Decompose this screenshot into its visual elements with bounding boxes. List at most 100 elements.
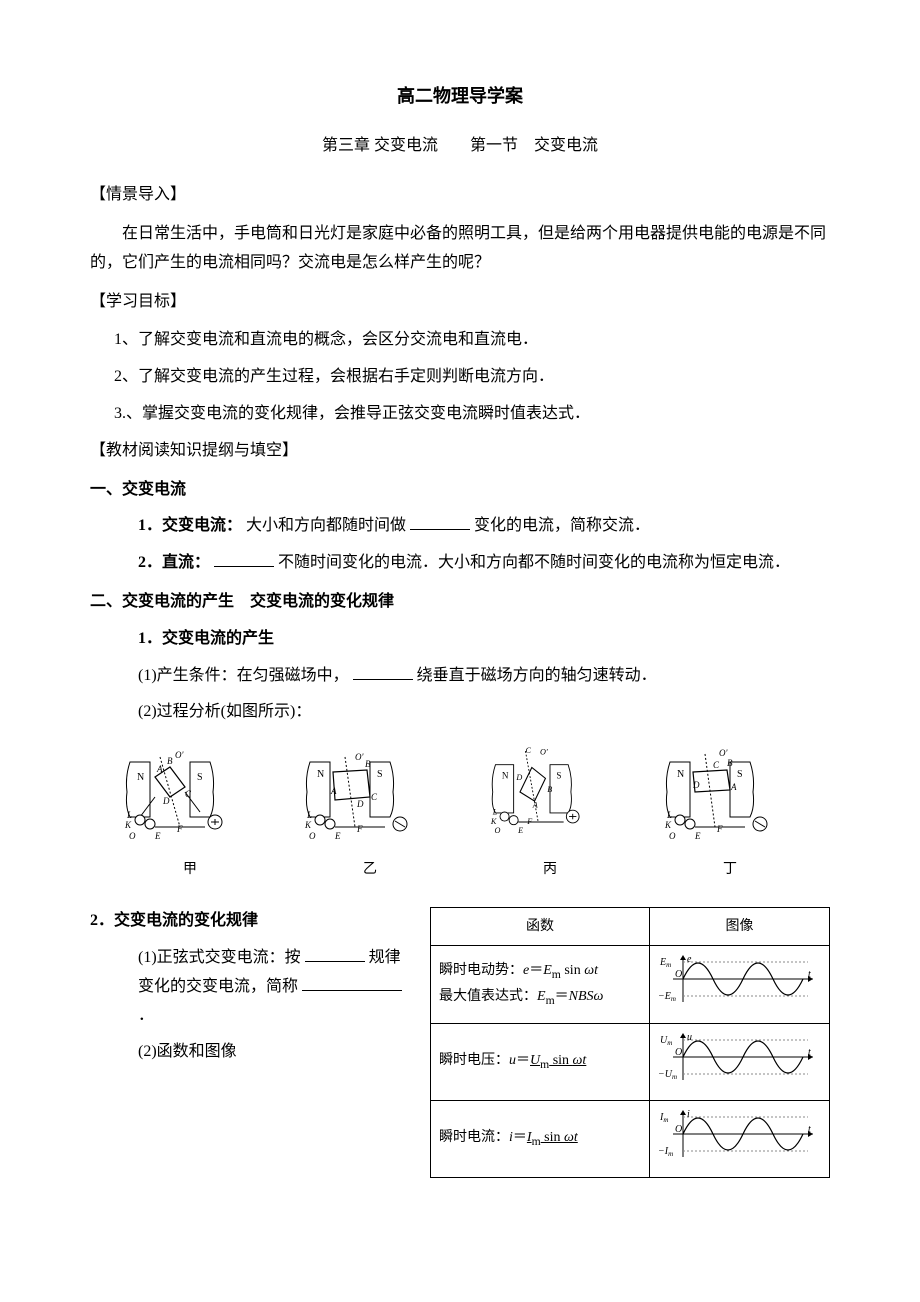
svg-text:O: O <box>675 1124 682 1135</box>
label-yi: 乙 <box>295 857 445 882</box>
svg-text:O': O' <box>175 750 184 760</box>
table-row: 瞬时电动势：e＝Em sin ωt 最大值表达式：Em＝NBSω Em −Em … <box>431 946 830 1023</box>
svg-text:E: E <box>154 831 161 841</box>
section2-item1: (1)产生条件：在匀强磁场中， 绕垂直于磁场方向的轴匀速转动． <box>90 662 830 691</box>
svg-text:D: D <box>356 799 364 809</box>
label-jia: 甲 <box>115 857 265 882</box>
svg-text:Um: Um <box>660 1035 672 1047</box>
svg-text:C: C <box>713 760 720 770</box>
svg-text:L: L <box>306 810 312 820</box>
svg-text:t: t <box>808 1047 811 1058</box>
svg-text:Em: Em <box>659 957 671 969</box>
blank-5 <box>302 975 402 991</box>
section2-sub2: 2．交变电流的变化规律 <box>90 907 415 936</box>
svg-text:L: L <box>666 810 672 820</box>
svg-text:t: t <box>808 969 811 980</box>
svg-text:B: B <box>365 759 371 769</box>
label-bing: 丙 <box>475 857 625 882</box>
svg-text:A: A <box>156 764 163 774</box>
svg-text:F: F <box>716 824 723 834</box>
svg-text:L: L <box>492 808 498 817</box>
svg-text:O: O <box>495 826 501 835</box>
svg-text:t: t <box>808 1124 811 1135</box>
svg-text:−Um: −Um <box>658 1069 677 1081</box>
item1-text-b: 变化的电流，简称交流． <box>474 517 650 534</box>
goal-2: 2、了解交变电流的产生过程，会根据右手定则判断电流方向． <box>90 363 830 392</box>
label-ding: 丁 <box>655 857 805 882</box>
section1-title: 一、交变电流 <box>90 476 830 505</box>
diagram-bing: N S O' C D B A L K O E F 丙 <box>475 742 625 882</box>
svg-text:S: S <box>197 772 203 783</box>
svg-text:D: D <box>162 796 170 806</box>
header-graph: 图像 <box>650 908 830 946</box>
reading-header: 【教材阅读知识提纲与填空】 <box>90 437 830 466</box>
svg-text:S: S <box>556 771 561 781</box>
table-header-row: 函数 图像 <box>431 908 830 946</box>
svg-text:L: L <box>126 810 132 820</box>
svg-text:O: O <box>675 1047 682 1058</box>
diagram-jia: N S O' A B C D L K O E F 甲 <box>115 742 265 882</box>
svg-text:O: O <box>669 831 676 841</box>
svg-text:−Em: −Em <box>658 991 676 1003</box>
generator-diagram-4: N S O' C B D A L K O E F <box>655 742 805 842</box>
svg-text:O: O <box>129 831 136 841</box>
svg-text:O': O' <box>719 748 728 758</box>
rule1-a: (1)正弦式交变电流：按 <box>138 949 301 966</box>
diagram-row: N S O' A B C D L K O E F 甲 <box>90 742 830 882</box>
goal-3: 3.、掌握交变电流的变化规律，会推导正弦交变电流瞬时值表达式． <box>90 400 830 429</box>
rule1: (1)正弦式交变电流：按 规律变化的交变电流，简称 ． <box>90 944 415 1030</box>
item2-text-a: 不随时间变化的电流．大小和方向都不随时间变化的电流称为恒定电流． <box>278 554 790 571</box>
blank-4 <box>305 946 365 962</box>
voltage-formula: 瞬时电压：u＝Um sin ωt <box>431 1023 650 1100</box>
emf-formula: 瞬时电动势：e＝Em sin ωt 最大值表达式：Em＝NBSω <box>431 946 650 1023</box>
current-graph: Im −Im O i t <box>650 1100 830 1177</box>
svg-text:i: i <box>687 1109 690 1120</box>
emf-graph: Em −Em O e t <box>650 946 830 1023</box>
svg-text:O: O <box>675 969 682 980</box>
svg-text:O': O' <box>540 748 548 757</box>
svg-text:K: K <box>664 820 672 830</box>
svg-text:u: u <box>687 1032 692 1043</box>
svg-text:N: N <box>677 769 684 780</box>
svg-text:D: D <box>692 780 700 790</box>
section2-title: 二、交变电流的产生 交变电流的变化规律 <box>90 588 830 617</box>
rule2: (2)函数和图像 <box>90 1038 415 1067</box>
svg-text:S: S <box>377 769 383 780</box>
formula-table: 函数 图像 瞬时电动势：e＝Em sin ωt 最大值表达式：Em＝NBSω E… <box>430 907 830 1178</box>
table-row: 瞬时电压：u＝Um sin ωt Um −Um O u t <box>431 1023 830 1100</box>
blank-3 <box>353 664 413 680</box>
page-subtitle: 第三章 交变电流 第一节 交变电流 <box>90 132 830 161</box>
generator-diagram-1: N S O' A B C D L K O E F <box>115 742 265 842</box>
scenario-header: 【情景导入】 <box>90 181 830 210</box>
svg-text:−Im: −Im <box>658 1146 673 1158</box>
item1-text-a: 大小和方向都随时间做 <box>246 517 406 534</box>
svg-text:B: B <box>727 758 733 768</box>
svg-text:K: K <box>304 820 312 830</box>
svg-text:N: N <box>317 769 324 780</box>
generator-diagram-3: N S O' C D B A L K O E F <box>475 742 625 842</box>
section1-item1: 1．交变电流： 大小和方向都随时间做 变化的电流，简称交流． <box>90 512 830 541</box>
svg-text:O: O <box>309 831 316 841</box>
svg-text:O': O' <box>355 752 364 762</box>
bottom-section: 2．交变电流的变化规律 (1)正弦式交变电流：按 规律变化的交变电流，简称 ． … <box>90 907 830 1178</box>
svg-text:B: B <box>167 756 173 766</box>
svg-text:E: E <box>694 831 701 841</box>
item1-prefix: 1．交变电流： <box>138 517 242 534</box>
scenario-text: 在日常生活中，手电筒和日光灯是家庭中必备的照明工具，但是给两个用电器提供电能的电… <box>90 220 830 278</box>
svg-text:A: A <box>330 786 337 796</box>
svg-text:F: F <box>176 824 183 834</box>
goal-1: 1、了解交变电流和直流电的概念，会区分交流电和直流电． <box>90 326 830 355</box>
cond-a: (1)产生条件：在匀强磁场中， <box>138 667 349 684</box>
page-title: 高二物理导学案 <box>90 80 830 112</box>
generator-diagram-2: N S O' B A C D L K O E F <box>295 742 445 842</box>
rules-text: 2．交变电流的变化规律 (1)正弦式交变电流：按 规律变化的交变电流，简称 ． … <box>90 907 415 1075</box>
svg-text:E: E <box>334 831 341 841</box>
goals-header: 【学习目标】 <box>90 288 830 317</box>
rule1-c: ． <box>138 1007 154 1024</box>
svg-text:D: D <box>515 773 522 782</box>
svg-text:B: B <box>547 785 552 794</box>
svg-text:K: K <box>124 820 132 830</box>
svg-text:E: E <box>517 826 523 835</box>
blank-1 <box>410 514 470 530</box>
table-row: 瞬时电流：i＝Im sin ωt Im −Im O i t <box>431 1100 830 1177</box>
